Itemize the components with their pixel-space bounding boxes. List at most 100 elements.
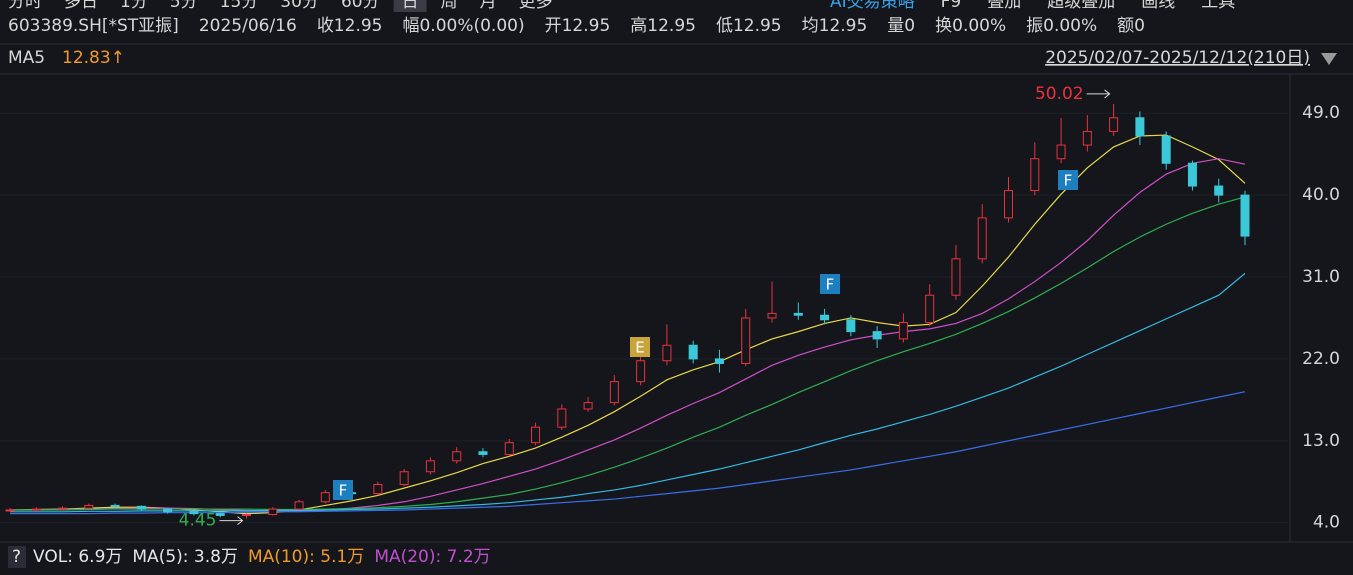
signal-label: E [635, 339, 644, 357]
info-item: 开12.95 [545, 16, 611, 36]
candle-body [1004, 190, 1014, 219]
candle-body [741, 317, 751, 364]
candle-body [241, 514, 251, 517]
tab[interactable]: 叠加 [987, 0, 1021, 12]
high-label: 50.02 [1035, 84, 1084, 104]
candle-body [31, 508, 41, 511]
candle-body [399, 471, 409, 485]
low-arrow [219, 516, 244, 526]
candle-body [557, 408, 567, 428]
candle-body [636, 360, 646, 383]
tab[interactable]: 多日 [64, 0, 98, 12]
candle-body [58, 507, 68, 510]
volume-item: MA(20): 7.2万 [374, 547, 490, 567]
volume-item: MA(5): 3.8万 [132, 547, 238, 567]
tab[interactable]: 60分 [341, 0, 380, 12]
tab[interactable]: AI交易策略 [830, 0, 915, 12]
tab[interactable]: 分时 [8, 0, 42, 12]
ma-line [9, 134, 1246, 515]
low-label: 4.45 [179, 511, 217, 531]
y-tick-label: 31.0 [1302, 267, 1340, 287]
candle-body [846, 319, 856, 333]
candle-body [294, 501, 304, 510]
ma-line [10, 196, 1246, 511]
tab[interactable]: 日 [402, 0, 419, 12]
candle-body [1030, 158, 1040, 192]
candle-body [820, 314, 830, 321]
candle-body [688, 344, 698, 360]
candle-body [373, 483, 383, 495]
ma-line [10, 272, 1246, 513]
candle-body [951, 258, 961, 296]
signal-label: F [826, 276, 835, 294]
candle-body [872, 331, 882, 340]
volume-item[interactable]: ? [12, 547, 21, 567]
candle-body [977, 217, 987, 260]
candle-body [163, 508, 173, 513]
signal-marker[interactable] [630, 337, 650, 357]
info-item: 换0.00% [935, 16, 1006, 36]
ma-name: MA5 [8, 48, 45, 68]
info-item: 2025/06/16 [199, 16, 297, 36]
candle-body [1082, 130, 1092, 146]
candle-body [5, 509, 15, 512]
candle-body [898, 322, 908, 340]
tab[interactable]: 15分 [220, 0, 259, 12]
tab[interactable]: F9 [941, 0, 962, 12]
volume-item: VOL: 6.9万 [33, 547, 122, 567]
info-item: 均12.95 [802, 16, 868, 36]
candle-body [452, 451, 462, 462]
tab[interactable]: 更多 [519, 0, 553, 12]
tab[interactable]: 工具 [1201, 0, 1235, 12]
signal-marker[interactable] [1058, 170, 1078, 190]
candle-body [609, 381, 619, 404]
candle-body [583, 402, 593, 410]
candle-body [84, 504, 94, 509]
candle-body [1056, 144, 1066, 160]
ma-value: 12.83↑ [62, 48, 125, 68]
candle-body [793, 312, 803, 316]
tab[interactable]: 5分 [170, 0, 198, 12]
signal-label: F [1064, 172, 1073, 190]
help-box[interactable] [8, 546, 26, 568]
candle-body [531, 426, 541, 444]
candle-body [1214, 185, 1224, 196]
signal-marker[interactable] [820, 274, 840, 294]
info-item: 高12.95 [630, 16, 696, 36]
candle-body [662, 344, 672, 362]
y-tick-label: 4.0 [1313, 513, 1340, 533]
y-tick-label: 22.0 [1302, 349, 1340, 369]
y-tick-label: 13.0 [1302, 431, 1340, 451]
tab-active [393, 0, 427, 12]
candle-body [110, 504, 120, 507]
tab[interactable]: 1分 [120, 0, 148, 12]
high-arrow [1086, 89, 1111, 99]
tab[interactable]: 超级叠加 [1047, 0, 1115, 12]
candle-body [268, 508, 278, 516]
info-item: 额0 [1117, 16, 1145, 36]
info-item: 量0 [887, 16, 915, 36]
info-item: 收12.95 [317, 16, 383, 36]
date-range[interactable]: 2025/02/07-2025/12/12(210日) [1045, 48, 1310, 68]
candle-body [925, 294, 935, 324]
tab[interactable]: 30分 [280, 0, 319, 12]
tab[interactable]: 周 [441, 0, 458, 12]
candle-body [215, 513, 225, 516]
tab[interactable]: 画线 [1141, 0, 1175, 12]
y-tick-label: 40.0 [1302, 185, 1340, 205]
candle-body [1187, 162, 1197, 187]
y-tick-label: 49.0 [1302, 103, 1340, 123]
info-item: 低12.95 [716, 16, 782, 36]
candle-body [1161, 135, 1171, 164]
candle-body [767, 312, 777, 319]
tab[interactable]: 月 [480, 0, 497, 12]
dropdown-icon[interactable] [1321, 53, 1337, 65]
volume-item: MA(10): 5.1万 [248, 547, 364, 567]
signal-marker[interactable] [333, 480, 353, 500]
candle-body [136, 505, 146, 510]
candle-body [425, 460, 435, 473]
info-item: 603389.SH[*ST亚振] [8, 16, 179, 36]
